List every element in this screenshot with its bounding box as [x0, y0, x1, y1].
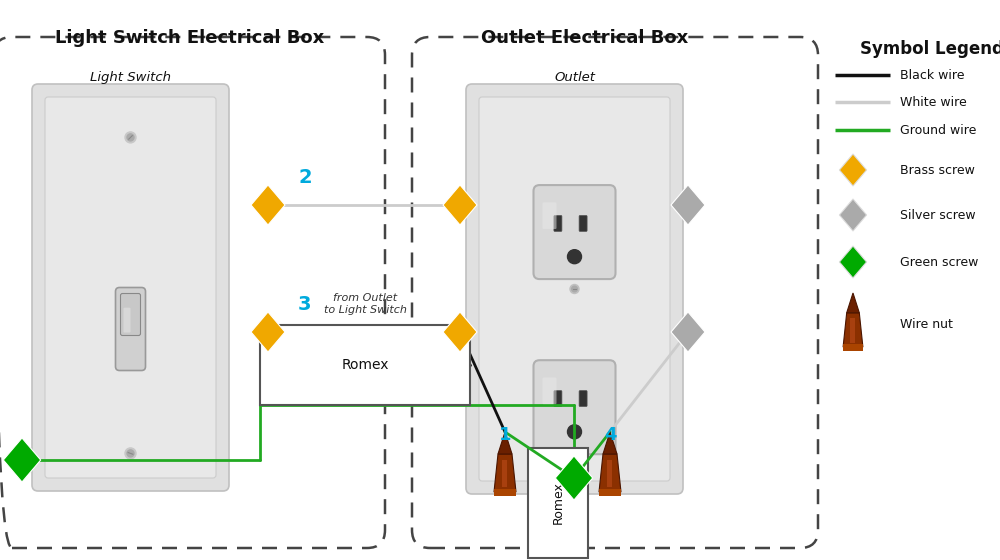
FancyBboxPatch shape — [479, 97, 670, 481]
Text: 1: 1 — [499, 426, 511, 444]
Polygon shape — [3, 438, 41, 482]
Polygon shape — [599, 454, 621, 492]
FancyBboxPatch shape — [116, 287, 146, 371]
Text: Brass screw: Brass screw — [900, 164, 975, 176]
FancyBboxPatch shape — [45, 97, 216, 478]
Text: Outlet Electrical Box: Outlet Electrical Box — [481, 29, 689, 47]
Text: Symbol Legend: Symbol Legend — [860, 40, 1000, 58]
Bar — [260, 325, 470, 405]
Bar — [599, 489, 621, 496]
FancyBboxPatch shape — [554, 390, 562, 407]
Polygon shape — [443, 312, 477, 352]
Polygon shape — [603, 432, 617, 454]
Text: 4: 4 — [604, 426, 616, 444]
FancyBboxPatch shape — [466, 84, 683, 494]
Text: Romex: Romex — [341, 358, 389, 372]
Polygon shape — [839, 154, 867, 186]
Polygon shape — [843, 313, 863, 347]
Text: Light Switch Electrical Box: Light Switch Electrical Box — [55, 29, 324, 47]
Polygon shape — [839, 199, 867, 231]
Circle shape — [125, 132, 136, 143]
Text: 2: 2 — [298, 167, 312, 186]
Polygon shape — [847, 293, 859, 313]
Text: Wire nut: Wire nut — [900, 319, 953, 332]
Bar — [494, 489, 516, 496]
Text: 3: 3 — [298, 295, 312, 314]
FancyBboxPatch shape — [579, 390, 587, 407]
FancyBboxPatch shape — [124, 307, 131, 333]
Text: Green screw: Green screw — [900, 255, 978, 268]
Polygon shape — [443, 185, 477, 225]
Polygon shape — [671, 312, 705, 352]
Circle shape — [127, 450, 134, 457]
Polygon shape — [671, 185, 705, 225]
Text: Romex: Romex — [552, 482, 564, 524]
Circle shape — [125, 448, 136, 459]
Circle shape — [127, 134, 134, 141]
Circle shape — [567, 425, 581, 439]
Text: White wire: White wire — [900, 96, 967, 109]
Polygon shape — [850, 318, 855, 343]
Text: from Outlet
to Light Switch: from Outlet to Light Switch — [324, 293, 406, 315]
Text: Black wire: Black wire — [900, 68, 964, 82]
Text: Outlet: Outlet — [554, 71, 595, 84]
FancyBboxPatch shape — [542, 377, 556, 404]
Polygon shape — [251, 312, 285, 352]
Polygon shape — [498, 432, 512, 454]
FancyBboxPatch shape — [554, 216, 562, 231]
FancyBboxPatch shape — [579, 216, 587, 231]
Polygon shape — [607, 460, 612, 487]
Text: Ground wire: Ground wire — [900, 124, 976, 137]
Bar — [528, 448, 588, 558]
Polygon shape — [494, 454, 516, 492]
Bar — [843, 344, 863, 351]
Circle shape — [570, 284, 579, 293]
Polygon shape — [839, 246, 867, 278]
Polygon shape — [251, 185, 285, 225]
FancyBboxPatch shape — [542, 202, 556, 229]
Text: Light Switch: Light Switch — [90, 71, 171, 84]
FancyBboxPatch shape — [534, 360, 616, 454]
Circle shape — [567, 250, 581, 264]
FancyBboxPatch shape — [120, 293, 140, 335]
Polygon shape — [555, 456, 593, 500]
Text: Silver screw: Silver screw — [900, 208, 976, 222]
Polygon shape — [502, 460, 507, 487]
FancyBboxPatch shape — [32, 84, 229, 491]
FancyBboxPatch shape — [534, 185, 616, 279]
Circle shape — [572, 286, 577, 292]
